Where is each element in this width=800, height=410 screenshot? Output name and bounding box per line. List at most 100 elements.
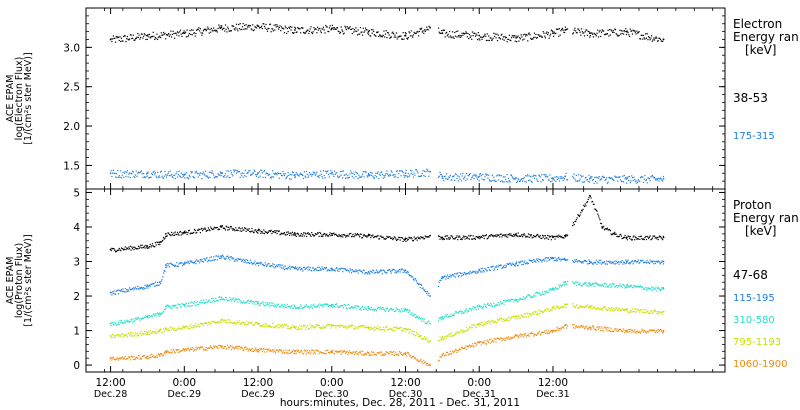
data-point — [564, 175, 567, 178]
data-point — [183, 303, 186, 306]
data-point — [158, 241, 161, 244]
data-point — [478, 269, 481, 272]
data-point — [564, 234, 567, 237]
data-point — [294, 267, 296, 270]
data-point — [164, 305, 167, 308]
data-point — [257, 302, 259, 304]
data-point — [294, 326, 296, 329]
data-point — [625, 284, 628, 287]
data-point — [478, 341, 481, 344]
data-point — [552, 307, 554, 310]
data-point — [146, 284, 149, 287]
data-point — [564, 281, 567, 284]
legend-subtitle: Energy ran — [733, 30, 799, 44]
data-point — [441, 175, 444, 178]
data-point — [588, 195, 591, 197]
legend-entry-1060-1900: 1060-1900 — [733, 359, 788, 370]
data-point — [588, 283, 591, 285]
data-point — [146, 245, 149, 247]
x-tick-date: Dec.31 — [536, 389, 570, 400]
data-point — [367, 352, 370, 354]
y-tick-label: 3 — [73, 257, 80, 269]
data-point — [588, 32, 591, 35]
y-axis-label: ACE EPAMlog(Electron Flux)[1/(cm²s ster … — [5, 52, 34, 144]
data-point — [367, 326, 370, 329]
y-tick-label: 1 — [73, 326, 80, 338]
data-point — [625, 177, 628, 180]
data-point — [146, 315, 149, 318]
data-point — [330, 172, 333, 175]
data-point — [625, 236, 628, 239]
series-310-580 — [109, 280, 665, 327]
data-point — [109, 322, 112, 325]
x-tick-date: Dec.29 — [168, 389, 202, 400]
data-point — [404, 238, 407, 240]
data-point — [294, 173, 296, 176]
data-point — [552, 236, 554, 239]
legend-title: Proton — [733, 198, 772, 212]
data-point — [294, 305, 296, 308]
data-point — [109, 248, 112, 251]
legend-unit: [keV] — [745, 43, 776, 57]
data-point — [429, 26, 431, 29]
data-point — [330, 324, 333, 327]
data-point — [515, 262, 517, 265]
series-795-1193 — [109, 303, 665, 344]
data-point — [625, 30, 628, 33]
data-point — [441, 32, 444, 35]
x-tick-date: Dec.30 — [315, 389, 349, 400]
data-point — [404, 34, 407, 37]
series-1060-1900 — [109, 323, 665, 366]
data-point — [109, 38, 112, 41]
data-point — [429, 364, 431, 366]
data-point — [601, 226, 604, 228]
data-point — [367, 173, 370, 176]
series-115-195 — [109, 254, 665, 297]
data-point — [330, 267, 333, 270]
data-point — [158, 312, 161, 315]
x-tick-time: 12:00 — [95, 377, 125, 389]
data-point — [367, 307, 370, 310]
data-point — [564, 303, 567, 306]
data-point — [478, 305, 481, 308]
data-point — [330, 350, 333, 353]
legend-entry-175-315: 175-315 — [733, 131, 775, 142]
data-point — [257, 348, 259, 351]
data-point — [478, 322, 481, 325]
series-47-68 — [109, 195, 665, 253]
data-point — [515, 37, 517, 39]
data-point — [478, 235, 481, 238]
data-point — [515, 315, 517, 318]
data-point — [429, 322, 431, 325]
legend-entry-47-68: 47-68 — [733, 268, 768, 282]
data-point — [109, 334, 112, 337]
data-point — [158, 281, 161, 284]
data-point — [220, 255, 223, 258]
data-point — [109, 291, 112, 294]
x-tick-time: 0:00 — [467, 377, 491, 389]
legend-subtitle: Energy ran — [733, 211, 799, 225]
legend-entry-310-580: 310-580 — [733, 315, 775, 326]
data-point — [552, 288, 554, 291]
data-point — [257, 229, 259, 232]
x-axis-label: hours:minutes, Dec. 28, 2011 - Dec. 31, … — [280, 397, 520, 409]
data-point — [330, 232, 333, 235]
data-point — [146, 172, 149, 175]
data-point — [404, 269, 407, 272]
data-point — [662, 38, 665, 41]
data-point — [158, 353, 161, 356]
data-point — [429, 170, 431, 173]
y-axis-label: ACE EPAMlog(Proton Flux)[1/(cm²s ster Me… — [5, 234, 34, 326]
data-point — [183, 326, 186, 329]
data-point — [441, 353, 444, 356]
x-tick-date: Dec.31 — [462, 389, 496, 400]
data-point — [183, 173, 186, 176]
data-point — [220, 319, 223, 322]
legend-entry-38-53: 38-53 — [733, 91, 768, 105]
panel-proton: 0 1 2 3 4 5 ACE EPAMlog(Proton Flux)[1/(cm²s s… — [5, 187, 799, 373]
data-point — [662, 288, 665, 291]
data-point — [625, 308, 628, 311]
data-point — [146, 34, 149, 37]
data-point — [515, 232, 517, 235]
